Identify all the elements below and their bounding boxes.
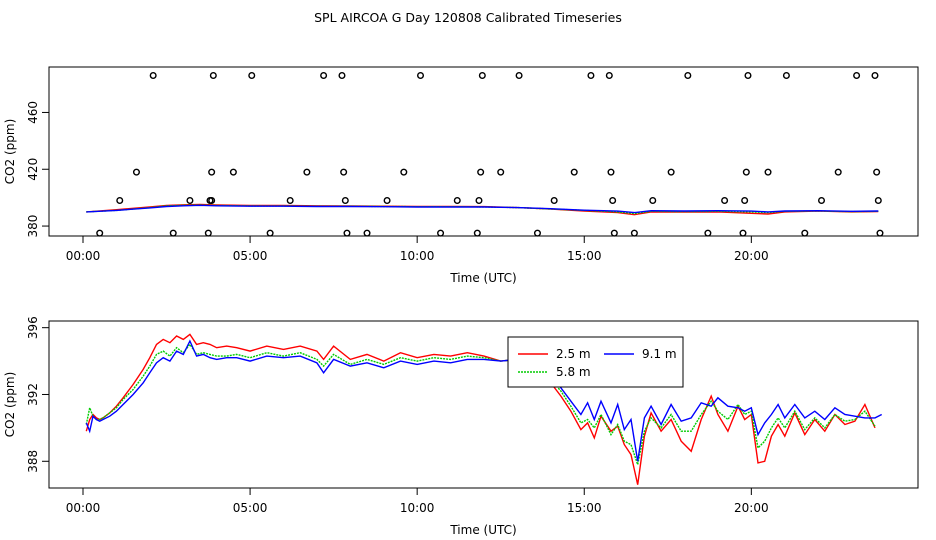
top-scatter-point — [871, 72, 879, 80]
top-scatter-point — [853, 72, 861, 80]
top-scatter-point — [550, 196, 558, 204]
bottom-ytick-label: 396 — [26, 316, 40, 339]
top-scatter-point — [208, 168, 216, 176]
top-xtick-label: 00:00 — [66, 249, 101, 263]
top-scatter-point — [607, 168, 615, 176]
top-scatter-point — [478, 72, 486, 80]
top-scatter-point — [605, 72, 613, 80]
top-scatter-point — [96, 229, 104, 237]
top-scatter-point — [338, 72, 346, 80]
bottom-xaxis-label: Time (UTC) — [449, 523, 516, 537]
top-scatter-point — [570, 168, 578, 176]
top-scatter-point — [610, 229, 618, 237]
top-scatter-point — [132, 168, 140, 176]
top-scatter-point — [286, 196, 294, 204]
top-scatter-point — [229, 168, 237, 176]
top-scatter-point — [320, 72, 328, 80]
top-xaxis-label: Time (UTC) — [449, 271, 516, 285]
top-scatter-point — [704, 229, 712, 237]
top-xtick-label: 10:00 — [400, 249, 435, 263]
top-scatter-point — [764, 168, 772, 176]
top-scatter-point — [667, 168, 675, 176]
bottom-yaxis-label: CO2 (ppm) — [3, 372, 17, 438]
bottom-legend: 2.5 m 5.8 m 9.1 m — [507, 336, 684, 388]
top-scatter-point — [497, 168, 505, 176]
top-scatter-point — [116, 196, 124, 204]
top-scatter-point — [343, 229, 351, 237]
bottom-xtick-label: 10:00 — [400, 501, 435, 515]
top-scatter-point — [741, 196, 749, 204]
top-scatter-point — [739, 229, 747, 237]
chart-title: SPL AIRCOA G Day 120808 Calibrated Times… — [314, 10, 622, 25]
top-scatter-point — [417, 72, 425, 80]
bottom-series-line-3 — [85, 339, 883, 462]
top-scatter-point — [630, 229, 638, 237]
top-scatter-point — [473, 229, 481, 237]
top-scatter-point — [649, 196, 657, 204]
bottom-xtick-label: 00:00 — [66, 501, 101, 515]
top-scatter-point — [208, 196, 216, 204]
legend-box — [507, 336, 684, 388]
bottom-series-line-2 — [85, 343, 876, 468]
top-xtick-label: 20:00 — [734, 249, 769, 263]
top-scatter-point — [742, 168, 750, 176]
top-scatter-point — [475, 196, 483, 204]
top-series-line-3 — [86, 204, 879, 214]
top-scatter-point — [609, 196, 617, 204]
top-scatter-point — [186, 196, 194, 204]
top-scatter-point — [149, 72, 157, 80]
top-scatter-point — [437, 229, 445, 237]
top-xtick-label: 05:00 — [233, 249, 268, 263]
top-scatter-point — [515, 72, 523, 80]
bottom-panel: 00:00 05:00 10:00 15:00 20:00 Time (UTC) 388 39… — [3, 316, 919, 537]
bottom-xtick-label: 20:00 — [734, 501, 769, 515]
top-scatter-point — [873, 168, 881, 176]
top-scatter-point — [303, 168, 311, 176]
top-scatter-point — [801, 229, 809, 237]
legend-label-3: 9.1 m — [642, 347, 677, 361]
top-scatter-point — [169, 229, 177, 237]
top-scatter-point — [834, 168, 842, 176]
top-scatter-point — [782, 72, 790, 80]
bottom-xtick-label: 15:00 — [567, 501, 602, 515]
top-scatter-point — [248, 72, 256, 80]
top-scatter-point — [266, 229, 274, 237]
top-yaxis-label: CO2 (ppm) — [3, 119, 17, 185]
top-scatter-point — [721, 196, 729, 204]
top-scatter-point — [383, 196, 391, 204]
top-scatter-point — [744, 72, 752, 80]
bottom-ytick-label: 392 — [26, 383, 40, 406]
bottom-xtick-label: 05:00 — [233, 501, 268, 515]
top-scatter-point — [453, 196, 461, 204]
legend-label-2: 5.8 m — [556, 365, 591, 379]
top-scatter-point — [400, 168, 408, 176]
top-ytick-label: 380 — [26, 215, 40, 238]
top-scatter-point — [587, 72, 595, 80]
top-scatter-point — [876, 229, 884, 237]
top-scatter-point — [477, 168, 485, 176]
top-series-line-2 — [86, 204, 879, 215]
legend-label-1: 2.5 m — [556, 347, 591, 361]
top-scatter-point — [874, 196, 882, 204]
top-panel: 00:00 05:00 10:00 15:00 20:00 Time (UTC) 380 42… — [3, 66, 919, 285]
top-scatter-point — [340, 168, 348, 176]
bottom-ytick-label: 388 — [26, 450, 40, 473]
top-xtick-label: 15:00 — [567, 249, 602, 263]
top-scatter-point — [818, 196, 826, 204]
top-scatter-point — [209, 72, 217, 80]
bottom-plot-frame — [48, 320, 919, 489]
top-ytick-label: 420 — [26, 158, 40, 181]
top-ytick-label: 460 — [26, 101, 40, 124]
top-scatter-point — [684, 72, 692, 80]
top-scatter-point — [533, 229, 541, 237]
top-scatter-point — [363, 229, 371, 237]
top-scatter-point — [341, 196, 349, 204]
top-scatter-point — [204, 229, 212, 237]
